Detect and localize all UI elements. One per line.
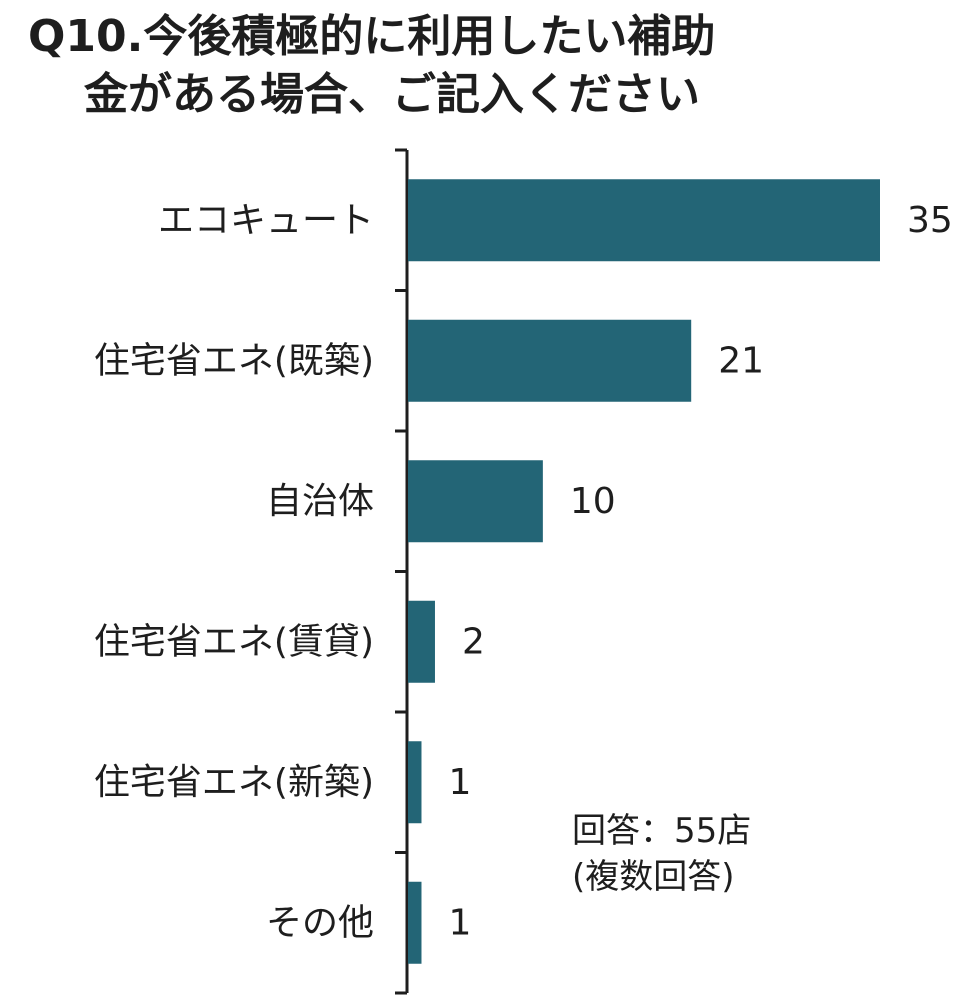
chart-title: Q10.今後積極的に利用したい補助 金がある場合、ご記入ください — [28, 8, 928, 124]
category-label-6: その他 — [266, 902, 374, 943]
response-type: (複数回答) — [572, 857, 735, 897]
chart-title-line1: Q10.今後積極的に利用したい補助 — [28, 11, 716, 62]
category-axis — [395, 148, 409, 995]
value-label-5: 1 — [448, 762, 471, 803]
response-count: 回答：55店 — [572, 811, 752, 851]
bar-6 — [408, 881, 422, 964]
bar-4 — [408, 600, 435, 683]
value-label-2: 21 — [718, 340, 764, 381]
bar-1 — [408, 179, 880, 262]
category-label-2: 住宅省エネ(既築) — [94, 340, 374, 381]
response-note: 回答：55店 (複数回答) — [572, 808, 751, 900]
category-label-5: 住宅省エネ(新築) — [94, 762, 374, 803]
bar-5 — [408, 741, 422, 824]
value-label-4: 2 — [462, 621, 485, 662]
category-label-3: 自治体 — [266, 481, 374, 522]
bar-2 — [408, 319, 692, 402]
value-label-3: 10 — [570, 481, 616, 522]
chart-title-line2: 金がある場合、ご記入ください — [84, 69, 700, 120]
bar-3 — [408, 460, 543, 543]
value-label-1: 35 — [907, 200, 953, 241]
category-label-1: エコキュート — [158, 200, 374, 241]
category-label-4: 住宅省エネ(賃貸) — [94, 621, 374, 662]
value-label-6: 1 — [448, 902, 471, 943]
bars — [408, 179, 880, 964]
